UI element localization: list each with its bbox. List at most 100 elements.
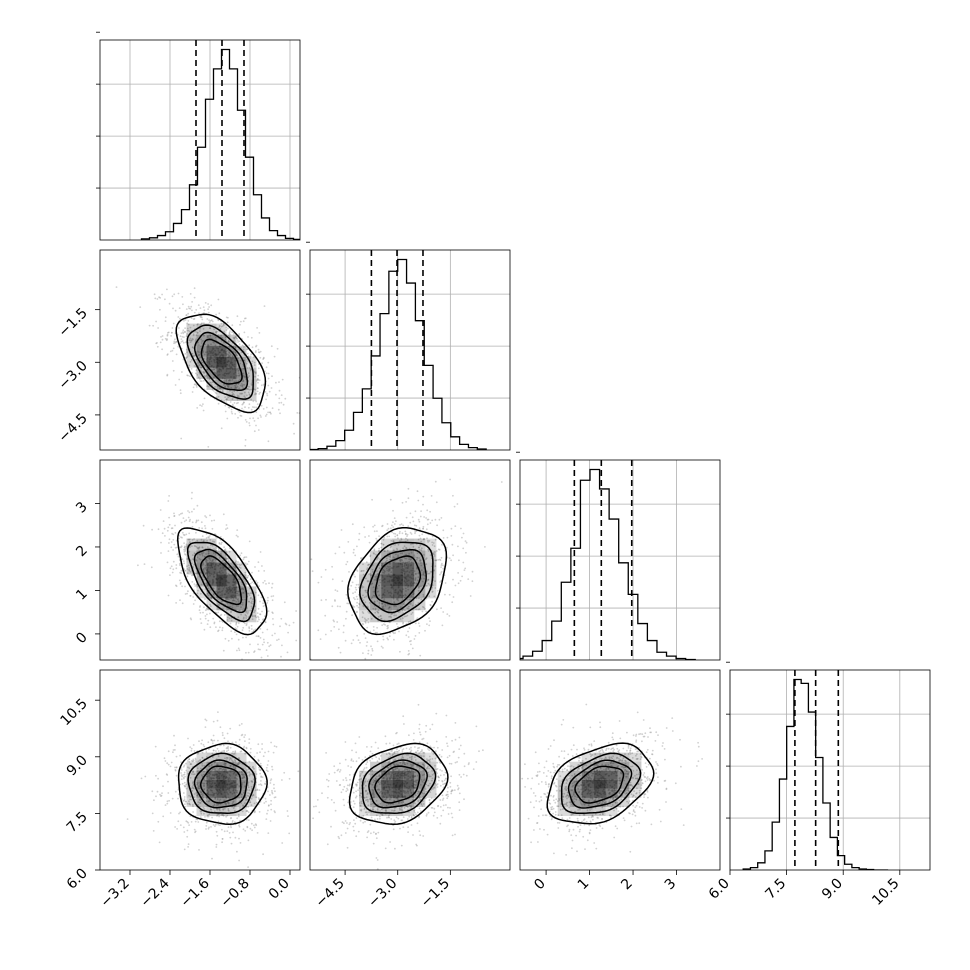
- sample-point: [451, 601, 454, 604]
- sample-point: [373, 549, 376, 552]
- sample-point: [409, 640, 411, 643]
- sample-point: [148, 324, 151, 327]
- sample-point: [410, 558, 412, 561]
- sample-point: [251, 602, 253, 605]
- sample-point: [209, 557, 212, 559]
- sample-point: [362, 563, 364, 566]
- sample-point: [273, 783, 275, 786]
- sample-point: [192, 744, 195, 746]
- sample-point: [198, 546, 201, 548]
- sample-point: [196, 407, 199, 409]
- sample-point: [185, 820, 188, 823]
- sample-point: [205, 361, 207, 363]
- density-cell: [370, 610, 382, 623]
- sample-point: [228, 566, 231, 569]
- sample-point: [206, 593, 209, 595]
- sample-point: [240, 606, 242, 608]
- sample-point: [272, 595, 275, 597]
- sample-point: [198, 609, 201, 612]
- sample-point: [376, 587, 379, 590]
- sample-point: [381, 524, 384, 527]
- sample-point: [190, 749, 193, 752]
- sample-point: [402, 617, 404, 619]
- sample-point: [235, 534, 238, 537]
- sample-point: [424, 608, 426, 610]
- sample-point: [236, 368, 239, 371]
- hist-panel-1: [306, 241, 511, 451]
- sample-point: [238, 824, 240, 827]
- density-cell: [206, 562, 217, 575]
- sample-point: [188, 803, 191, 805]
- sample-point: [210, 739, 213, 742]
- sample-point: [188, 567, 191, 569]
- sample-point: [199, 605, 202, 607]
- sample-point: [411, 611, 414, 614]
- sample-point: [196, 547, 199, 549]
- sample-point: [420, 574, 423, 576]
- sample-point: [378, 604, 381, 607]
- sample-point: [202, 371, 205, 373]
- sample-point: [433, 569, 435, 571]
- sample-point: [178, 307, 181, 309]
- sample-point: [194, 545, 197, 547]
- sample-point: [250, 384, 253, 386]
- sample-point: [195, 334, 198, 337]
- density-cell: [206, 538, 217, 551]
- sample-point: [183, 546, 186, 549]
- sample-point: [187, 538, 190, 541]
- sample-point: [223, 807, 226, 810]
- sample-point: [205, 560, 207, 563]
- sample-point: [253, 364, 256, 366]
- sample-point: [241, 587, 244, 590]
- sample-point: [257, 635, 259, 638]
- sample-point: [437, 559, 440, 561]
- sample-point: [270, 741, 272, 744]
- sample-point: [235, 622, 238, 625]
- sample-point: [436, 524, 438, 527]
- sample-point: [270, 803, 272, 806]
- sample-point: [257, 379, 260, 381]
- sample-point: [258, 393, 261, 395]
- sample-point: [423, 606, 425, 609]
- sample-point: [190, 747, 193, 750]
- sample-point: [195, 583, 198, 586]
- sample-point: [264, 797, 267, 800]
- sample-point: [189, 360, 192, 363]
- sample-point: [241, 609, 244, 612]
- sample-point: [213, 519, 216, 522]
- sample-point: [257, 635, 260, 638]
- density-cell: [381, 598, 393, 611]
- sample-point: [242, 617, 245, 620]
- sample-point: [196, 592, 199, 595]
- sample-point: [185, 357, 188, 360]
- sample-point: [243, 317, 246, 320]
- sample-point: [223, 546, 226, 549]
- sample-point: [396, 534, 399, 536]
- sample-point: [218, 556, 221, 559]
- sample-point: [357, 639, 360, 641]
- sample-point: [249, 355, 252, 358]
- sample-point: [415, 558, 418, 561]
- sample-point: [235, 600, 238, 603]
- sample-point: [159, 509, 162, 511]
- sample-point: [230, 842, 233, 845]
- sample-point: [243, 802, 246, 804]
- sample-point: [409, 531, 412, 534]
- corner-panels: [96, 31, 931, 871]
- sample-point: [425, 724, 428, 727]
- sample-point: [392, 744, 395, 747]
- sample-point: [181, 782, 184, 785]
- sample-point: [235, 387, 237, 389]
- sample-point: [203, 571, 205, 573]
- sample-point: [197, 376, 200, 379]
- sample-point: [401, 501, 404, 504]
- sample-point: [232, 765, 234, 767]
- sample-point: [415, 530, 418, 533]
- sample-point: [386, 529, 389, 532]
- sample-point: [353, 548, 355, 551]
- sample-point: [418, 548, 421, 551]
- sample-point: [229, 355, 231, 358]
- sample-point: [245, 636, 248, 639]
- sample-point: [215, 336, 217, 339]
- sample-point: [231, 599, 234, 602]
